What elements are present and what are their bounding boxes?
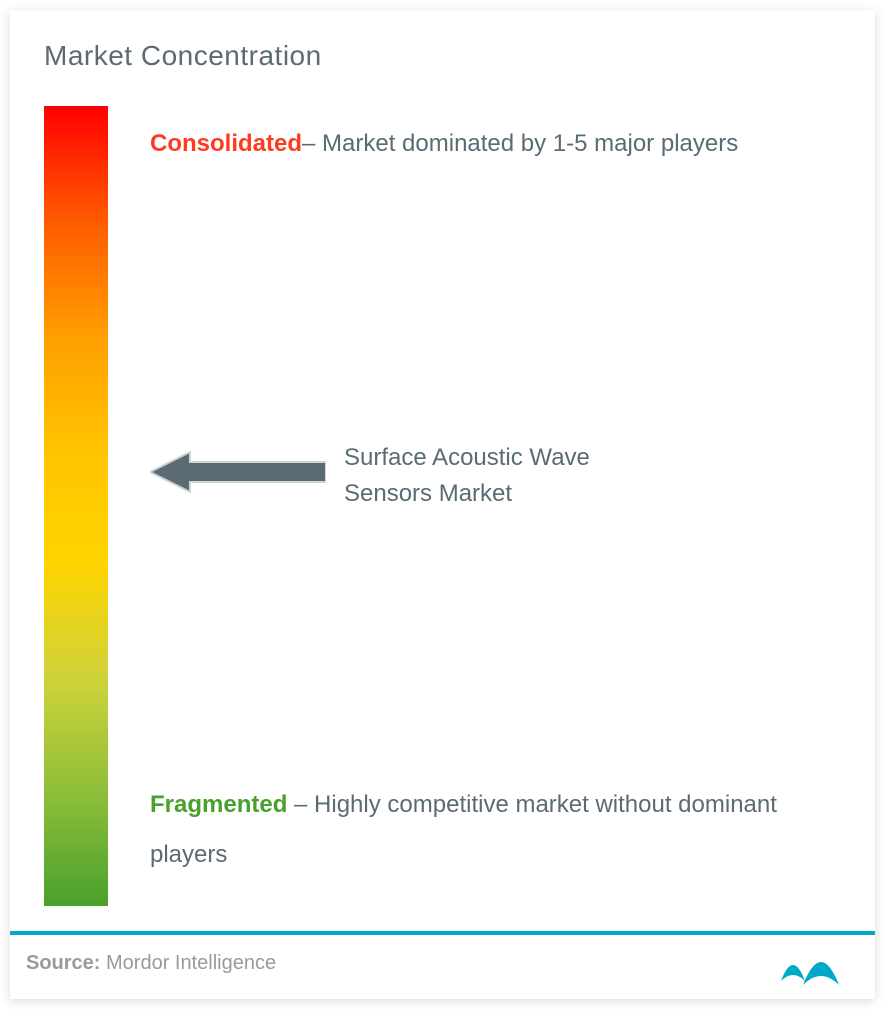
fragmented-label: Fragmented – Highly competitive market w… <box>150 780 830 881</box>
source-rest: Mordor Intelligence <box>100 952 276 974</box>
consolidated-rest: – Market dominated by 1-5 major players <box>302 130 738 157</box>
footer-divider <box>10 931 875 935</box>
arrow-left-icon <box>150 450 326 494</box>
consolidated-bold: Consolidated <box>150 130 302 157</box>
infographic-card: Market Concentration Consolidated– Marke… <box>10 10 875 999</box>
consolidated-label: Consolidated– Market dominated by 1-5 ma… <box>150 120 770 168</box>
market-name-label: Surface Acoustic Wave Sensors Market <box>344 440 664 512</box>
marker-arrow <box>150 450 326 494</box>
source-attribution: Source: Mordor Intelligence <box>26 952 276 975</box>
concentration-gradient-bar <box>44 106 108 906</box>
page-title: Market Concentration <box>44 40 322 72</box>
brand-logo-icon <box>779 941 857 989</box>
fragmented-bold: Fragmented <box>150 791 287 818</box>
source-bold: Source: <box>26 952 100 974</box>
